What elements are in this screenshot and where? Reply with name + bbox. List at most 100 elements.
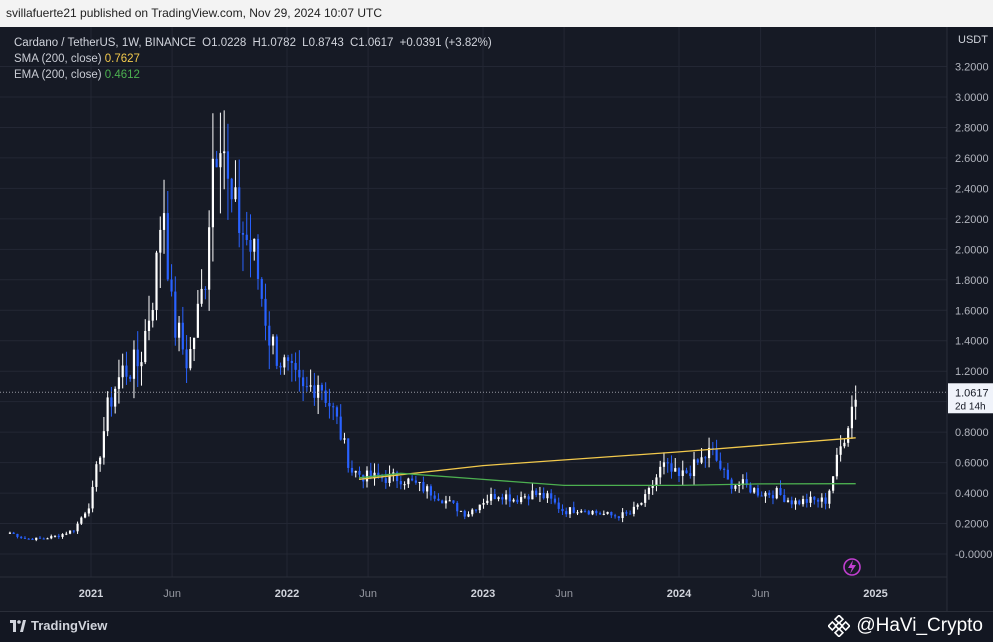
candle-body [775,488,778,499]
candle-body [121,365,124,378]
chart-area[interactable]: 3.2000 3.0000 2.8000 2.6000 2.4000 2.2000 2.00… [0,27,993,611]
candle-body [286,357,290,361]
candle-body [395,472,399,482]
candle-body [625,512,628,514]
candle-body [621,512,624,519]
candle-body [249,239,252,252]
candle-body [700,457,703,463]
author-watermark: @HaVi_Crypto [828,615,983,637]
candle-body [241,232,245,235]
legend-high: H1.0782 [252,37,296,49]
legend-ema-label: EMA (200, close) [14,69,102,81]
candle-body [42,538,45,540]
candle-body [57,535,60,537]
candle-body [328,402,331,407]
candle-body [399,481,402,485]
y-tick-label: 3.0000 [955,92,989,104]
candle-body [493,494,496,500]
candle-body [147,320,151,331]
candle-body [689,473,692,477]
candle-body [471,509,474,515]
candle-body [753,488,756,493]
candle-body [38,537,42,539]
candle-body [256,238,260,279]
candle-body [159,229,162,253]
candle-body [114,388,117,407]
candle-body [651,485,654,489]
candle-body [516,499,519,503]
candle-body [414,480,417,483]
price-chart[interactable]: 3.2000 3.0000 2.8000 2.6000 2.4000 2.2000 2.00… [0,27,993,611]
candle-body [805,499,808,503]
candle-body [80,517,83,524]
x-tick-label: 2022 [275,588,299,600]
last-price-badge [948,383,993,414]
candle-body [332,406,335,408]
legend-sma-label: SMA (200, close) [14,53,102,65]
candle-body [467,514,470,517]
candle-body [8,532,12,534]
candle-body [283,357,286,368]
candle-body [437,498,440,501]
y-tick-label: 2.8000 [955,122,989,134]
candle-body [644,494,647,503]
candle-body [196,303,199,338]
y-tick-label: 1.6000 [955,305,989,317]
candle-body [489,494,493,501]
publish-bar: svillafuerte21 published on TradingView.… [0,0,993,27]
candle-body [426,486,429,492]
candle-body [260,278,263,299]
candle-body [723,468,726,470]
candle-body [674,468,677,472]
candle-body [347,438,350,468]
candle-body [106,397,109,432]
candle-body [358,470,361,475]
candle-body [557,502,560,509]
candle-body [726,469,729,480]
candle-body [839,446,842,455]
candle-body [384,478,387,483]
candle-body [264,298,267,326]
candle-body [535,490,538,495]
tradingview-logo[interactable]: TradingView [10,618,107,633]
candle-body [520,497,523,503]
candle-body [279,365,282,368]
candle-body [704,457,707,459]
candle-body [271,336,275,346]
ema-200-line [358,472,856,487]
candle-body [193,337,196,350]
candle-body [441,500,444,504]
candle-body [587,511,590,515]
candle-body [452,500,455,503]
candle-body [617,516,620,519]
candle-body [583,511,587,513]
lightning-bolt-icon [848,560,856,574]
candle-body [756,488,760,496]
candle-body [275,336,278,366]
candle-body [670,463,673,472]
candle-body [388,473,391,483]
candle-body [666,462,669,464]
candle-body [354,470,357,473]
candle-body [843,442,846,447]
candle-body [828,490,831,504]
candle-body [478,504,481,511]
candle-body [745,479,748,485]
candle-body [771,495,775,499]
candle-body [208,227,211,290]
x-tick-label: Jun [555,588,573,600]
candle-body [847,428,850,443]
legend-ema-value: 0.4612 [104,69,140,81]
tradingview-logo-icon [10,619,26,632]
candle-body [749,484,752,493]
candle-body [174,291,177,338]
candle-body [636,504,639,507]
candle-body [764,492,767,497]
candle-body [31,538,34,540]
legend-ohlc-row: Cardano / TetherUS, 1W, BINANCE O1.0228 … [14,35,495,51]
candle-body [65,533,68,535]
candle-body [813,496,816,500]
candle-body [768,492,771,496]
candle-body [317,384,320,398]
y-tick-label: 2.2000 [955,214,989,226]
